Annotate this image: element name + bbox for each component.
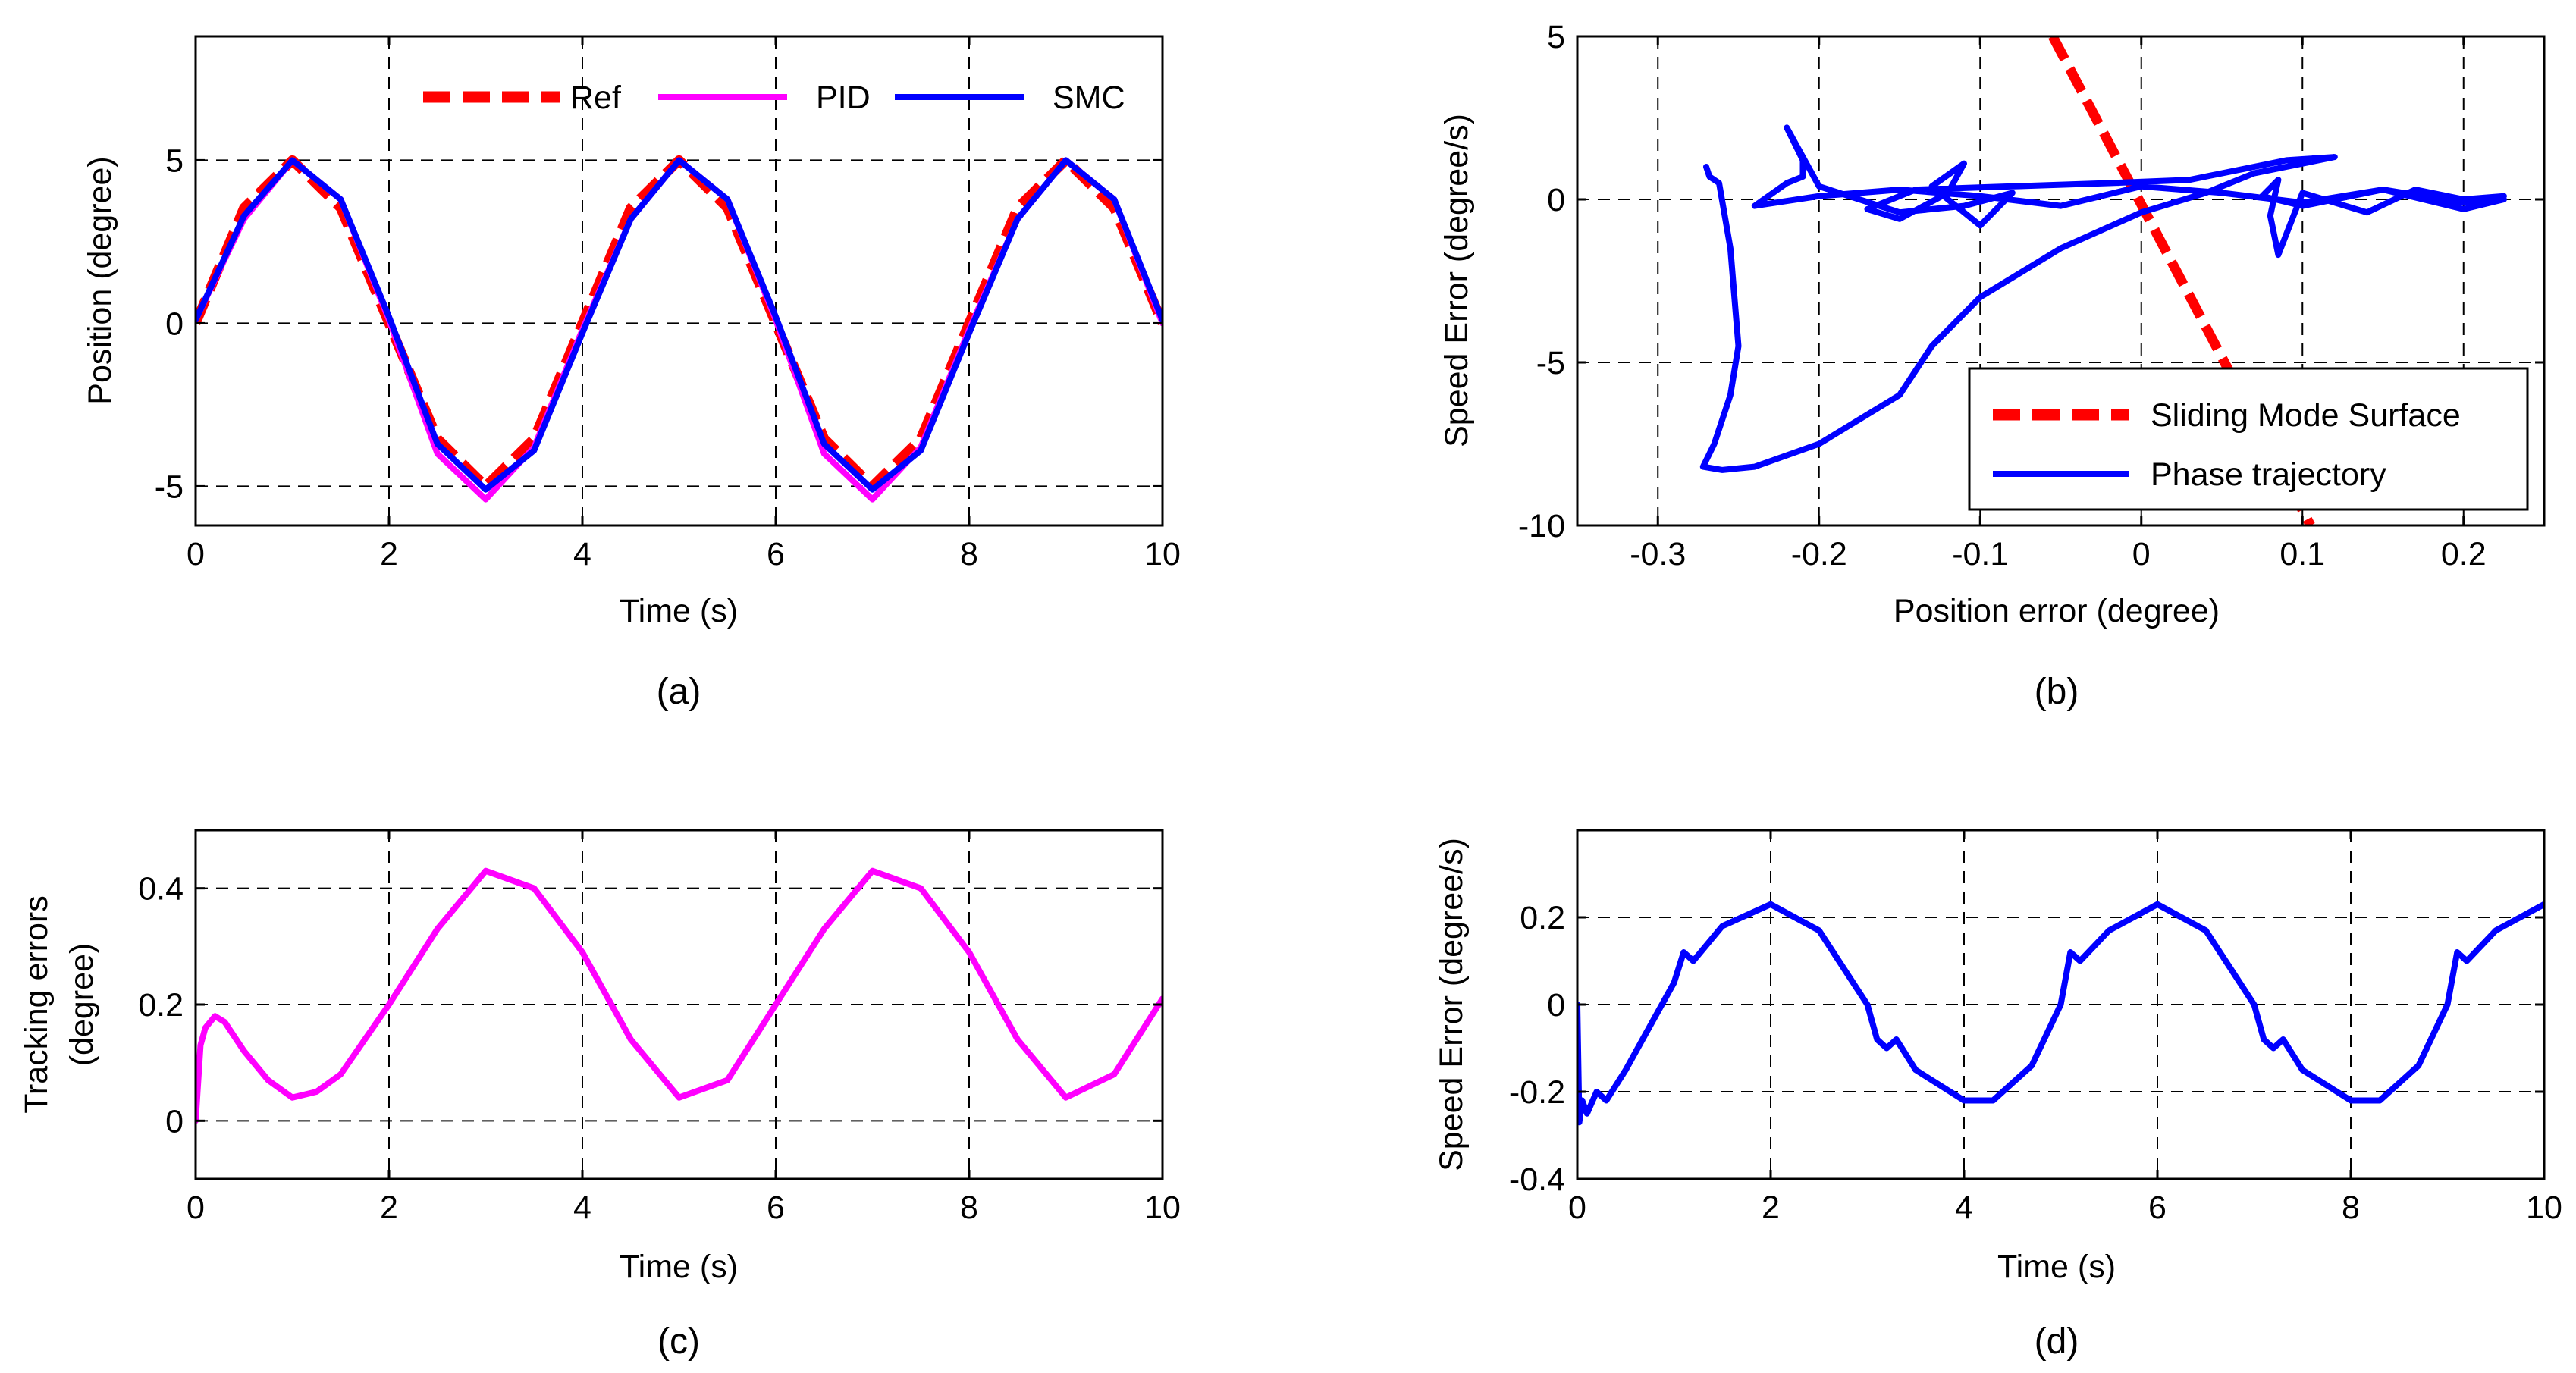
panel-c-y-tick-label: 0 bbox=[165, 1103, 184, 1139]
panel-a-y-tick-label: 5 bbox=[165, 143, 184, 179]
panel-b-y-tick-label: 5 bbox=[1547, 19, 1565, 55]
legend-label-pid: PID bbox=[816, 80, 871, 116]
panel-d-x-axis-label: Time (s) bbox=[1997, 1249, 2116, 1285]
panel-d-y-tick-label: -0.4 bbox=[1509, 1161, 1565, 1198]
panel-c-series bbox=[196, 867, 1162, 1124]
panel-a-x-tick-label: 4 bbox=[573, 536, 591, 572]
panel-d-x-tick-label: 0 bbox=[1568, 1190, 1586, 1226]
panel-d-series bbox=[1577, 901, 2544, 1126]
panel-b-y-tick-label: 0 bbox=[1547, 182, 1565, 218]
panel-b-x-tick-label: -0.1 bbox=[1952, 536, 2008, 572]
panel-b-x-tick-label: 0 bbox=[2132, 536, 2151, 572]
panel-a-y-tick-label: 0 bbox=[165, 306, 184, 342]
panel-b-x-axis-label: Position error (degree) bbox=[1894, 593, 2220, 629]
legend-label-sliding-surface: Sliding Mode Surface bbox=[2151, 397, 2461, 434]
panel-b-x-tick-label: 0.2 bbox=[2441, 536, 2487, 572]
panel-a-x-tick-label: 10 bbox=[1144, 536, 1181, 572]
panel-a-plot-area bbox=[194, 35, 1164, 527]
panel-d-y-tick-label: -0.2 bbox=[1509, 1074, 1565, 1111]
panel-a-x-tick-label: 0 bbox=[187, 536, 205, 572]
panel-c-x-tick-label: 8 bbox=[960, 1190, 978, 1226]
panel-d-plot-area bbox=[1576, 829, 2546, 1180]
panel-a-x-tick-label: 2 bbox=[380, 536, 398, 572]
panel-b-phase-plane: -0.3 -0.2 -0.1 0 0.1 0.2 -10 -5 0 5 Position erro… bbox=[1439, 19, 2546, 712]
panel-d-y-axis-label: Speed Error (degree/s) bbox=[1433, 838, 1470, 1171]
panel-d-speed-error: 0 2 4 6 8 10 -0.4 -0.2 0 0.2 Time (s) Speed Error… bbox=[1433, 829, 2562, 1362]
panel-b-y-tick-label: -5 bbox=[1536, 345, 1565, 381]
legend-label-phase-trajectory: Phase trajectory bbox=[2151, 456, 2386, 493]
panel-d-x-tick-label: 2 bbox=[1762, 1190, 1780, 1226]
panel-a-grid bbox=[195, 36, 1163, 525]
panel-b-ticks: -0.3 -0.2 -0.1 0 0.1 0.2 -10 -5 0 5 bbox=[1518, 19, 2544, 572]
panel-b-y-axis-label: Speed Error (degree/s) bbox=[1439, 114, 1475, 447]
panel-d-x-tick-label: 4 bbox=[1955, 1190, 1973, 1226]
series-smc bbox=[196, 157, 1162, 493]
panel-c-y-axis-label-line-2: (degree) bbox=[64, 943, 100, 1067]
panel-a-series bbox=[196, 155, 1162, 503]
panel-c-plot-area bbox=[194, 829, 1164, 1180]
panel-d-caption: (d) bbox=[2035, 1321, 2079, 1362]
panel-a-y-tick-label: -5 bbox=[155, 469, 184, 505]
panel-a-legend: Ref PID SMC bbox=[423, 80, 1125, 116]
panel-c-y-axis-label-line-1: Tracking errors bbox=[18, 895, 55, 1114]
panel-b-caption: (b) bbox=[2035, 672, 2079, 712]
panel-d-x-tick-label: 6 bbox=[2148, 1190, 2167, 1226]
panel-a-x-tick-label: 8 bbox=[960, 536, 978, 572]
panel-a-y-axis-label: Position (degree) bbox=[82, 156, 118, 404]
panel-c-x-tick-label: 4 bbox=[573, 1190, 591, 1226]
panel-a-caption: (a) bbox=[657, 672, 701, 712]
panel-a-plot-area bbox=[194, 35, 1164, 527]
panel-c-x-tick-label: 2 bbox=[380, 1190, 398, 1226]
panel-c-x-tick-label: 6 bbox=[767, 1190, 785, 1226]
panel-b-y-tick-label: -10 bbox=[1518, 508, 1565, 544]
panel-a-x-axis-label: Time (s) bbox=[620, 593, 738, 629]
panel-b-plot-area bbox=[1576, 35, 2546, 527]
panel-c-x-tick-label: 10 bbox=[1144, 1190, 1181, 1226]
panel-c-x-axis-label: Time (s) bbox=[620, 1249, 738, 1285]
series-speed-error bbox=[1577, 901, 2544, 1126]
series-phase-trajectory bbox=[1699, 124, 2507, 473]
panel-c-y-tick-label: 0.2 bbox=[138, 987, 184, 1023]
panel-d-x-tick-label: 10 bbox=[2526, 1190, 2562, 1226]
panel-d-y-tick-label: 0.2 bbox=[1520, 900, 1565, 936]
panel-b-x-tick-label: 0.1 bbox=[2279, 536, 2325, 572]
panel-a-position: 0 2 4 6 8 10-505 Time (s) Position (degree) (… bbox=[82, 35, 1181, 712]
panel-d-ticks: 0 2 4 6 8 10 -0.4 -0.2 0 0.2 bbox=[1509, 830, 2562, 1226]
panel-d-x-tick-label: 8 bbox=[2342, 1190, 2360, 1226]
panel-b-x-tick-label: -0.3 bbox=[1630, 536, 1686, 572]
panel-d-y-tick-label: 0 bbox=[1547, 987, 1565, 1023]
legend-label-smc: SMC bbox=[1053, 80, 1125, 116]
panel-b-legend-box bbox=[1968, 367, 2529, 511]
panel-c-y-tick-label: 0.4 bbox=[138, 871, 184, 907]
legend-label-ref: Ref bbox=[570, 80, 622, 116]
panel-c-x-tick-label: 0 bbox=[187, 1190, 205, 1226]
series-pid-tracking-error bbox=[196, 867, 1162, 1124]
panel-a-x-tick-label: 6 bbox=[767, 536, 785, 572]
panel-b-x-tick-label: -0.2 bbox=[1791, 536, 1847, 572]
panel-b-legend: Sliding Mode Surface Phase trajectory bbox=[1968, 367, 2529, 511]
panel-c-caption: (c) bbox=[657, 1321, 700, 1362]
